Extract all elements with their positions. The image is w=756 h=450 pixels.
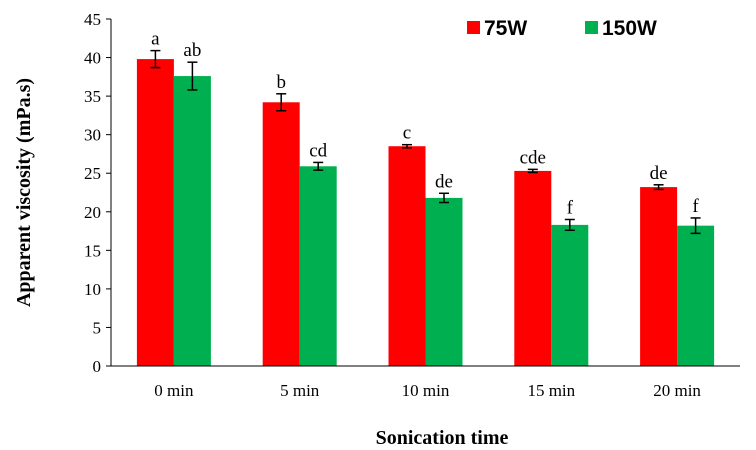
bar-75w (262, 102, 300, 366)
y-axis-title: Apparent viscosity (mPa.s) (13, 78, 35, 307)
bar-150w (299, 166, 337, 366)
significance-label: a (151, 29, 160, 50)
x-tick-label: 15 min (527, 381, 575, 400)
x-tick-label: 5 min (280, 381, 320, 400)
error-bars (150, 49, 701, 235)
y-tick-label: 20 (84, 203, 101, 222)
x-tick-label: 20 min (653, 381, 701, 400)
y-tick-label: 30 (84, 126, 101, 145)
significance-label: f (567, 197, 574, 218)
y-tick-label: 10 (84, 280, 101, 299)
bar-series (136, 59, 715, 366)
y-tick-label: 35 (84, 87, 101, 106)
legend-swatch-75w (467, 21, 480, 34)
bar-75w (388, 146, 426, 366)
bar-75w (514, 170, 552, 366)
significance-label: cd (309, 140, 327, 161)
legend-swatch-150w (585, 21, 598, 34)
significance-label: ab (183, 40, 201, 61)
x-tick-label: 0 min (154, 381, 194, 400)
significance-label: f (692, 196, 699, 217)
significance-label: b (276, 72, 286, 93)
bar-150w (173, 76, 211, 366)
y-tick-label: 0 (93, 357, 102, 376)
y-tick-label: 15 (84, 241, 101, 260)
significance-label: cde (520, 147, 546, 168)
y-axis-ticks: 0 5 10 15 20 25 30 35 40 45 (84, 10, 111, 376)
significance-label: de (650, 163, 668, 184)
x-axis-title: Sonication time (376, 427, 509, 449)
y-tick-label: 5 (93, 318, 102, 337)
bar-150w (551, 224, 589, 366)
x-tick-label: 10 min (402, 381, 450, 400)
bar-150w (425, 197, 463, 366)
y-tick-label: 45 (84, 10, 101, 29)
bar-150w (677, 225, 715, 366)
significance-label: de (435, 171, 453, 192)
y-tick-label: 25 (84, 164, 101, 183)
x-axis-ticks: 0 min 5 min 10 min 15 min 20 min (154, 381, 701, 400)
bar-75w (136, 59, 174, 366)
significance-label: c (403, 123, 411, 144)
legend-label: 150W (602, 17, 657, 40)
legend-label: 75W (484, 17, 527, 40)
y-tick-label: 40 (84, 49, 101, 68)
bar-75w (640, 187, 678, 366)
legend: 75W 150W (467, 17, 657, 40)
